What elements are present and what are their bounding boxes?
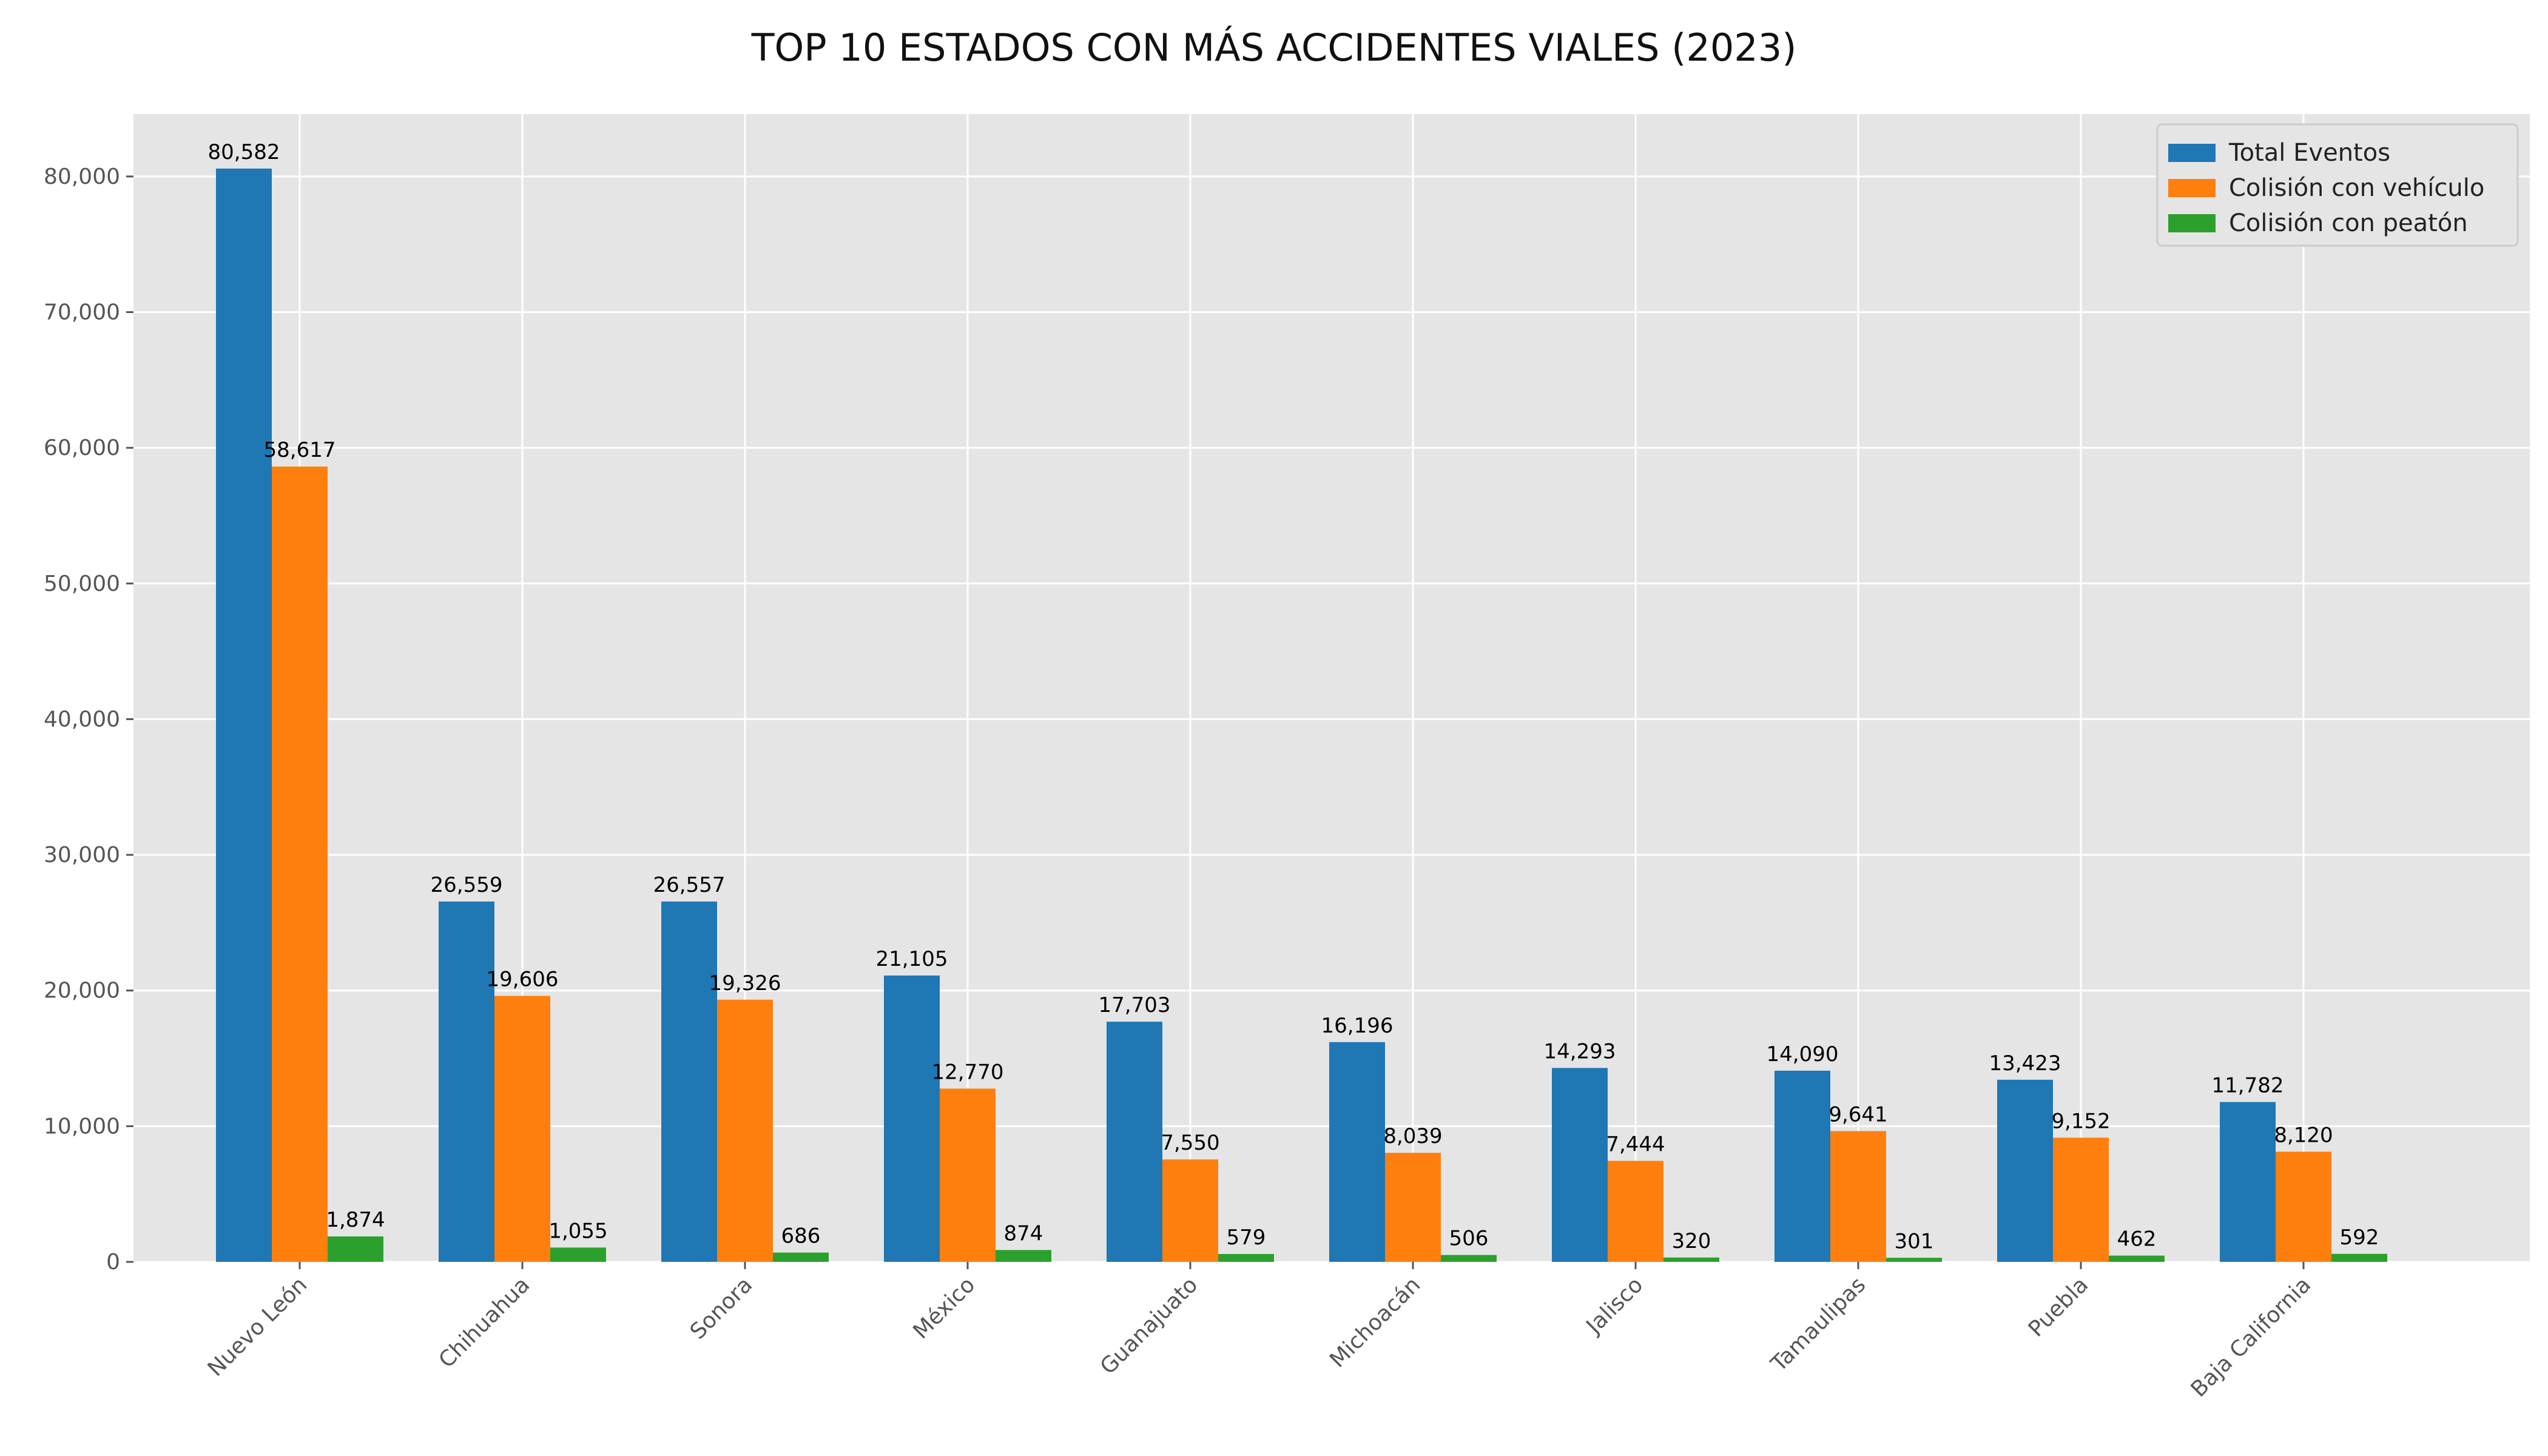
x-tick-label: Sonora bbox=[686, 1272, 758, 1344]
x-tick-label: Michoacán bbox=[1325, 1272, 1425, 1372]
data-label: 14,090 bbox=[1767, 1042, 1839, 1067]
data-labels: 80,582 26,559 26,557 21,105 17,703 16,196 14,2… bbox=[208, 140, 2379, 1253]
bar-colision-vehiculo bbox=[1385, 1153, 1441, 1262]
data-label: 8,120 bbox=[2274, 1123, 2333, 1147]
data-label: 462 bbox=[2117, 1227, 2157, 1252]
x-tick-label: Nuevo León bbox=[203, 1272, 312, 1381]
y-tick-label: 40,000 bbox=[44, 707, 120, 732]
data-label: 13,423 bbox=[1989, 1051, 2061, 1076]
data-label: 26,557 bbox=[653, 873, 726, 897]
x-tick-label: México bbox=[908, 1272, 980, 1344]
bar-colision-vehiculo bbox=[717, 999, 773, 1262]
data-label: 686 bbox=[781, 1224, 821, 1249]
x-axis: Nuevo León Chihuahua Sonora México Guanajuat… bbox=[203, 1262, 2316, 1402]
bar-total-eventos bbox=[884, 976, 940, 1262]
data-label: 14,293 bbox=[1544, 1039, 1616, 1063]
bar-total-eventos bbox=[216, 168, 272, 1262]
x-tick-label: Puebla bbox=[2024, 1272, 2094, 1342]
y-tick-label: 30,000 bbox=[44, 843, 120, 868]
data-label: 12,770 bbox=[932, 1060, 1004, 1084]
bar-colision-peaton bbox=[2109, 1255, 2165, 1262]
bar-colision-peaton bbox=[1218, 1254, 1274, 1262]
x-tick-label: Tamaulipas bbox=[1766, 1272, 1870, 1377]
legend: Total Eventos Colisión con vehículo Colisi… bbox=[2156, 123, 2519, 247]
y-tick-label: 0 bbox=[106, 1250, 120, 1275]
bar-colision-vehiculo bbox=[1830, 1131, 1886, 1262]
data-label: 19,606 bbox=[487, 968, 559, 992]
bar-colision-vehiculo bbox=[2276, 1151, 2331, 1262]
data-label: 58,617 bbox=[264, 438, 336, 462]
bar-colision-vehiculo bbox=[272, 467, 328, 1262]
data-label: 320 bbox=[1672, 1229, 1711, 1253]
data-label: 9,641 bbox=[1828, 1102, 1887, 1127]
data-label: 17,703 bbox=[1099, 993, 1171, 1017]
bar-total-eventos bbox=[1774, 1070, 1830, 1262]
data-label: 7,444 bbox=[1606, 1133, 1665, 1157]
data-label: 592 bbox=[2340, 1225, 2379, 1250]
bar-colision-peaton bbox=[996, 1250, 1051, 1262]
bar-total-eventos bbox=[1997, 1079, 2053, 1262]
legend-box bbox=[2156, 123, 2519, 247]
chart-title: TOP 10 ESTADOS CON MÁS ACCIDENTES VIALES… bbox=[751, 25, 1797, 70]
y-tick-label: 60,000 bbox=[44, 436, 120, 460]
bar-colision-peaton bbox=[1441, 1255, 1497, 1262]
y-tick-label: 80,000 bbox=[44, 164, 120, 189]
bar-total-eventos bbox=[2220, 1102, 2276, 1262]
data-label: 1,874 bbox=[326, 1208, 385, 1232]
data-label: 874 bbox=[1004, 1221, 1043, 1245]
bar-colision-peaton bbox=[550, 1247, 606, 1262]
bar-colision-vehiculo bbox=[1608, 1161, 1663, 1262]
y-tick-label: 10,000 bbox=[44, 1114, 120, 1139]
bar-colision-peaton bbox=[1886, 1258, 1942, 1262]
bar-colision-peaton bbox=[1663, 1257, 1719, 1262]
bar-total-eventos bbox=[439, 902, 494, 1262]
x-tick-label: Jalisco bbox=[1581, 1272, 1648, 1339]
x-tick-label: Baja California bbox=[2186, 1272, 2316, 1402]
data-label: 16,196 bbox=[1321, 1014, 1394, 1038]
data-label: 506 bbox=[1449, 1227, 1489, 1251]
bar-colision-peaton bbox=[773, 1252, 829, 1262]
bar-total-eventos bbox=[1329, 1042, 1385, 1262]
data-label: 80,582 bbox=[208, 140, 280, 164]
y-axis: 0 10,000 20,000 30,000 40,000 50,000 60,000 70,… bbox=[44, 164, 133, 1275]
legend-label: Total Eventos bbox=[2228, 139, 2390, 167]
bar-total-eventos bbox=[1552, 1068, 1608, 1262]
legend-swatch bbox=[2168, 144, 2216, 162]
bar-colision-peaton bbox=[328, 1236, 383, 1262]
data-label: 11,782 bbox=[2212, 1074, 2284, 1098]
bar-colision-vehiculo bbox=[1162, 1159, 1218, 1262]
data-label: 21,105 bbox=[876, 947, 948, 971]
data-label: 26,559 bbox=[431, 873, 503, 897]
legend-label: Colisión con vehículo bbox=[2229, 174, 2484, 202]
data-label: 1,055 bbox=[548, 1219, 607, 1243]
legend-label: Colisión con peatón bbox=[2229, 209, 2468, 237]
y-tick-label: 20,000 bbox=[44, 979, 120, 1003]
bars bbox=[216, 168, 2387, 1262]
data-label: 8,039 bbox=[1383, 1124, 1442, 1148]
legend-swatch bbox=[2168, 214, 2216, 232]
bar-colision-vehiculo bbox=[2053, 1138, 2109, 1262]
bar-colision-peaton bbox=[2331, 1253, 2387, 1262]
bar-total-eventos bbox=[1107, 1022, 1162, 1262]
x-tick-label: Guanajuato bbox=[1096, 1272, 1203, 1380]
data-label: 7,550 bbox=[1161, 1131, 1219, 1155]
data-label: 301 bbox=[1895, 1229, 1934, 1253]
bar-colision-vehiculo bbox=[494, 996, 550, 1262]
bar-total-eventos bbox=[661, 902, 717, 1262]
y-tick-label: 50,000 bbox=[44, 571, 120, 596]
legend-swatch bbox=[2168, 179, 2216, 197]
data-label: 579 bbox=[1227, 1225, 1266, 1250]
y-tick-label: 70,000 bbox=[44, 300, 120, 325]
data-label: 9,152 bbox=[2051, 1109, 2110, 1133]
x-tick-label: Chihuahua bbox=[434, 1272, 535, 1373]
data-label: 19,326 bbox=[709, 971, 781, 996]
bar-colision-vehiculo bbox=[940, 1088, 996, 1262]
